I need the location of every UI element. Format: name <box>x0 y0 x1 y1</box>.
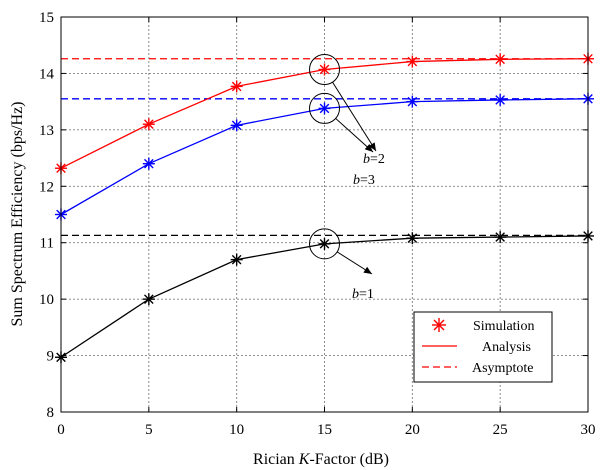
simulation-marker-b1 <box>494 231 507 244</box>
highlight-circle-b2 <box>309 92 340 124</box>
x-axis-label: Rician K-Factor (dB) <box>253 451 389 468</box>
annotation-label-b2: b=2 <box>363 152 385 167</box>
annotation-arrowhead-b1 <box>363 266 372 274</box>
y-tick-label: 8 <box>47 405 55 421</box>
x-axis-label-var: K <box>298 451 311 468</box>
y-tick-label: 9 <box>47 349 55 365</box>
simulation-marker-b3 <box>494 53 507 66</box>
axis-ticks: 0 5 10 15 20 25 30 8 9 10 11 12 13 14 15 <box>39 10 596 438</box>
x-tick-label: 0 <box>57 422 65 438</box>
annotation-label-value: =3 <box>360 173 375 188</box>
x-tick-label: 15 <box>317 422 332 438</box>
legend-simulation-marker <box>432 318 446 332</box>
highlight-circle-b3 <box>309 53 340 85</box>
simulation-marker-b3 <box>230 80 243 93</box>
simulation-marker-b3 <box>142 118 155 131</box>
x-axis-label-suffix: -Factor (dB) <box>309 451 389 468</box>
annotation-arrowhead-b3 <box>368 142 376 151</box>
x-tick-label: 5 <box>145 422 153 438</box>
simulation-marker-b1 <box>318 237 331 250</box>
simulation-marker-b2 <box>494 93 507 106</box>
y-tick-label: 13 <box>39 123 54 139</box>
annotation-arrow-b2 <box>335 118 374 153</box>
simulation-marker-b3 <box>318 63 331 76</box>
annotation-arrow-b3 <box>332 81 377 152</box>
annotations: b=3b=2b=1 <box>309 53 385 302</box>
y-axis-label: Sum Spectrum Efficiency (bps/Hz) <box>9 102 26 327</box>
simulation-marker-b2 <box>318 102 331 115</box>
simulation-marker-b3 <box>406 55 419 68</box>
x-axis-label-prefix: Rician <box>253 451 299 468</box>
legend-simulation-label: Simulation <box>473 319 534 334</box>
legend-asymptote-label: Asymptote <box>472 361 533 376</box>
y-tick-label: 11 <box>40 236 54 252</box>
y-tick-label: 12 <box>39 179 54 195</box>
y-tick-label: 10 <box>39 292 54 308</box>
x-tick-label: 10 <box>229 422 244 438</box>
simulation-marker-b2 <box>142 157 155 170</box>
annotation-label-b1: b=1 <box>352 287 374 302</box>
y-tick-label: 14 <box>39 66 55 82</box>
annotation-label-value: =2 <box>370 152 385 167</box>
x-tick-label: 20 <box>405 422 420 438</box>
simulation-marker-b2 <box>230 119 243 132</box>
annotation-label-var: b <box>363 152 370 167</box>
legend-analysis-label: Analysis <box>482 340 531 355</box>
simulation-marker-b2 <box>406 95 419 108</box>
x-tick-label: 30 <box>581 422 596 438</box>
legend: Simulation Analysis Asymptote <box>413 311 553 383</box>
annotation-label-var: b <box>352 287 359 302</box>
y-tick-label: 15 <box>39 10 54 26</box>
simulation-marker-b1 <box>406 232 419 245</box>
simulation-marker-b1 <box>142 293 155 306</box>
highlight-circle-b1 <box>309 228 340 260</box>
annotation-arrowhead-b2 <box>364 144 373 152</box>
simulation-marker-b1 <box>230 253 243 266</box>
annotation-label-value: =1 <box>359 287 374 302</box>
annotation-label-var: b <box>353 173 360 188</box>
x-tick-label: 25 <box>493 422 508 438</box>
annotation-label-b3: b=3 <box>353 173 375 188</box>
